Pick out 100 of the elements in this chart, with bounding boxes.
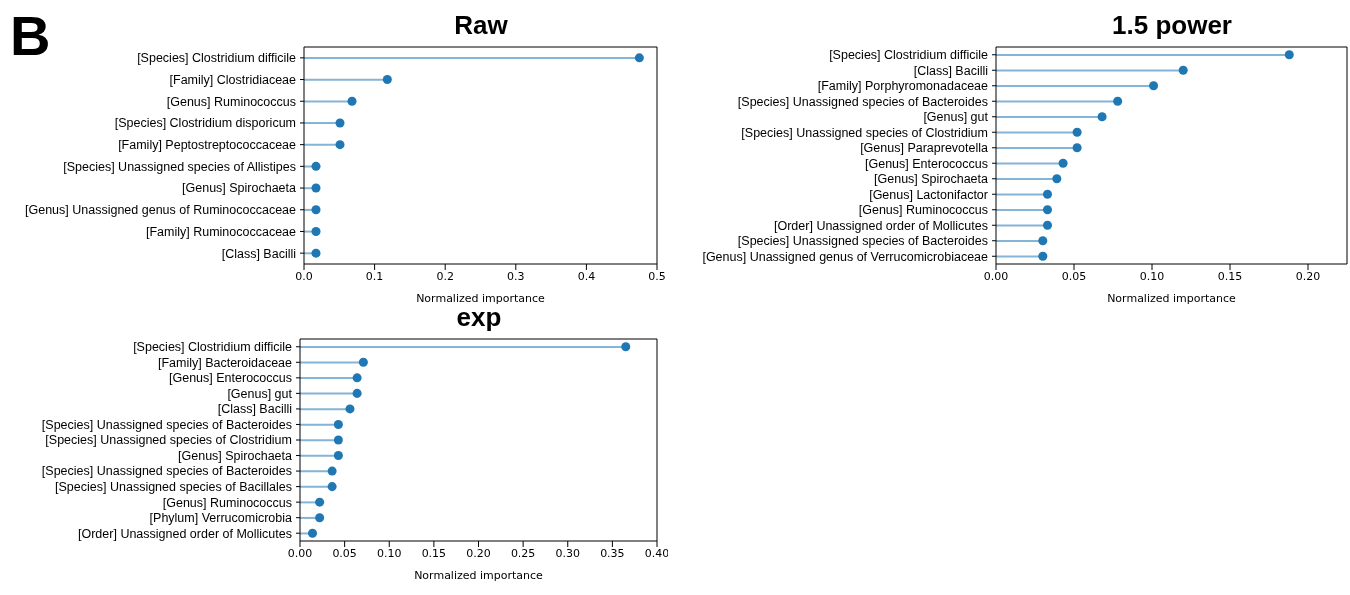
y-tick-label: [Family] Porphyromonadaceae <box>817 79 989 94</box>
y-tick-label: [Genus] Ruminococcus <box>858 203 988 218</box>
y-tick-label: [Species] Unassigned species of Clostridium <box>45 433 292 448</box>
point <box>335 118 345 128</box>
y-tick-label: [Class] Bacilli <box>217 402 292 417</box>
x-tick-label: 0.10 <box>1139 269 1165 283</box>
x-tick-label: 0.0 <box>295 269 313 283</box>
point <box>1058 158 1068 168</box>
y-tick-label: [Family] Peptostreptococcaceae <box>118 138 297 153</box>
y-tick-label: [Species] Unassigned species of Bacteroides <box>41 464 292 479</box>
x-tick-label: 0.00 <box>983 269 1009 283</box>
point <box>634 53 644 63</box>
y-tick-label: [Species] Unassigned species of Clostridium <box>741 125 988 140</box>
y-tick-label: [Genus] Unassigned genus of Ruminococcaceae <box>25 203 297 218</box>
y-tick-label: [Species] Unassigned species of Bacillales <box>55 479 292 494</box>
y-tick-label: [Genus] Enterococcus <box>865 156 988 171</box>
y-tick-label: [Class] Bacilli <box>913 63 988 78</box>
x-axis-title: Normalized importance <box>414 569 544 582</box>
point <box>315 497 325 507</box>
y-tick-label: [Species] Clostridium difficile <box>137 51 297 66</box>
point <box>311 161 321 171</box>
point <box>335 140 345 150</box>
y-tick-label: [Order] Unassigned order of Mollicutes <box>78 526 292 541</box>
point <box>1072 143 1082 153</box>
x-tick-label: 0.40 <box>644 546 670 560</box>
x-tick-label: 0.30 <box>555 546 580 560</box>
x-tick-label: 0.4 <box>577 269 596 283</box>
point <box>382 75 392 85</box>
point <box>1072 127 1082 137</box>
point <box>327 466 337 476</box>
y-tick-label: [Species] Clostridium disporicum <box>114 116 296 131</box>
y-tick-label: [Species] Unassigned species of Bacteroides <box>737 234 988 249</box>
y-tick-label: [Species] Clostridium difficile <box>133 340 293 355</box>
y-tick-label: [Genus] Paraprevotella <box>860 141 989 156</box>
y-tick-label: [Phylum] Verrucomicrobia <box>149 511 293 526</box>
point <box>1284 50 1294 60</box>
y-tick-label: [Genus] Unassigned genus of Verrucomicrobiaceae <box>702 249 989 264</box>
point <box>1178 65 1188 75</box>
point <box>311 183 321 193</box>
point <box>1149 81 1159 91</box>
point <box>1042 205 1052 215</box>
x-tick-label: 0.2 <box>436 269 454 283</box>
x-tick-label: 0.35 <box>600 546 625 560</box>
y-tick-label: [Genus] gut <box>227 386 293 401</box>
y-tick-label: [Genus] Spirochaeta <box>874 172 989 187</box>
x-axis-title: Normalized importance <box>416 292 546 305</box>
y-tick-label: [Species] Clostridium difficile <box>829 48 989 63</box>
x-tick-label: 0.05 <box>1061 269 1087 283</box>
y-tick-label: [Species] Unassigned species of Bacteroides <box>41 417 292 432</box>
y-tick-label: [Genus] Enterococcus <box>169 371 292 386</box>
point <box>347 96 357 106</box>
point <box>1038 236 1048 246</box>
point <box>352 373 362 383</box>
point <box>1042 189 1052 199</box>
point <box>358 357 368 367</box>
x-tick-label: 0.15 <box>421 546 447 560</box>
x-tick-label: 0.25 <box>510 546 536 560</box>
chart-title: Raw <box>453 10 509 41</box>
point <box>333 451 343 461</box>
point <box>1042 220 1052 230</box>
x-axis-title: Normalized importance <box>1107 292 1237 305</box>
point <box>311 226 321 236</box>
y-tick-label: [Species] Unassigned species of Allistipes <box>63 159 296 174</box>
point <box>307 528 318 538</box>
point <box>1113 96 1123 106</box>
point <box>311 248 321 258</box>
point <box>333 435 343 445</box>
point <box>1052 174 1062 184</box>
x-tick-label: 0.5 <box>648 269 666 283</box>
x-tick-label: 0.05 <box>332 546 357 560</box>
y-tick-label: [Genus] Ruminococcus <box>166 94 296 109</box>
point <box>327 482 337 492</box>
y-tick-label: [Family] Ruminococcaceae <box>145 224 297 239</box>
point <box>345 404 355 414</box>
y-tick-label: [Genus] Lactonifactor <box>869 187 988 202</box>
text: B <box>10 4 51 67</box>
x-tick-label: 0.10 <box>377 546 402 560</box>
point <box>333 419 343 429</box>
y-tick-label: [Class] Bacilli <box>221 246 296 261</box>
y-tick-label: [Family] Clostridiaceae <box>169 72 297 87</box>
y-tick-label: [Order] Unassigned order of Mollicutes <box>774 218 988 233</box>
y-tick-label: [Species] Unassigned species of Bacteroides <box>737 94 988 109</box>
y-tick-label: [Genus] Ruminococcus <box>162 495 292 510</box>
point <box>315 513 325 523</box>
point <box>621 342 631 352</box>
y-tick-label: [Genus] Spirochaeta <box>178 448 293 463</box>
point <box>352 388 362 398</box>
point <box>311 205 321 215</box>
x-tick-label: 0.3 <box>507 269 525 283</box>
x-tick-label: 0.1 <box>365 269 384 283</box>
y-tick-label: [Family] Bacteroidaceae <box>157 355 293 370</box>
x-tick-label: 0.20 <box>466 546 491 560</box>
x-tick-label: 0.20 <box>1295 269 1321 283</box>
y-tick-label: [Genus] Spirochaeta <box>182 181 297 196</box>
point <box>1097 112 1107 122</box>
x-tick-label: 0.00 <box>287 546 313 560</box>
point <box>1038 251 1048 261</box>
x-tick-label: 0.15 <box>1217 269 1243 283</box>
y-tick-label: [Genus] gut <box>923 110 989 125</box>
chart-title: 1.5 power <box>1111 10 1233 41</box>
